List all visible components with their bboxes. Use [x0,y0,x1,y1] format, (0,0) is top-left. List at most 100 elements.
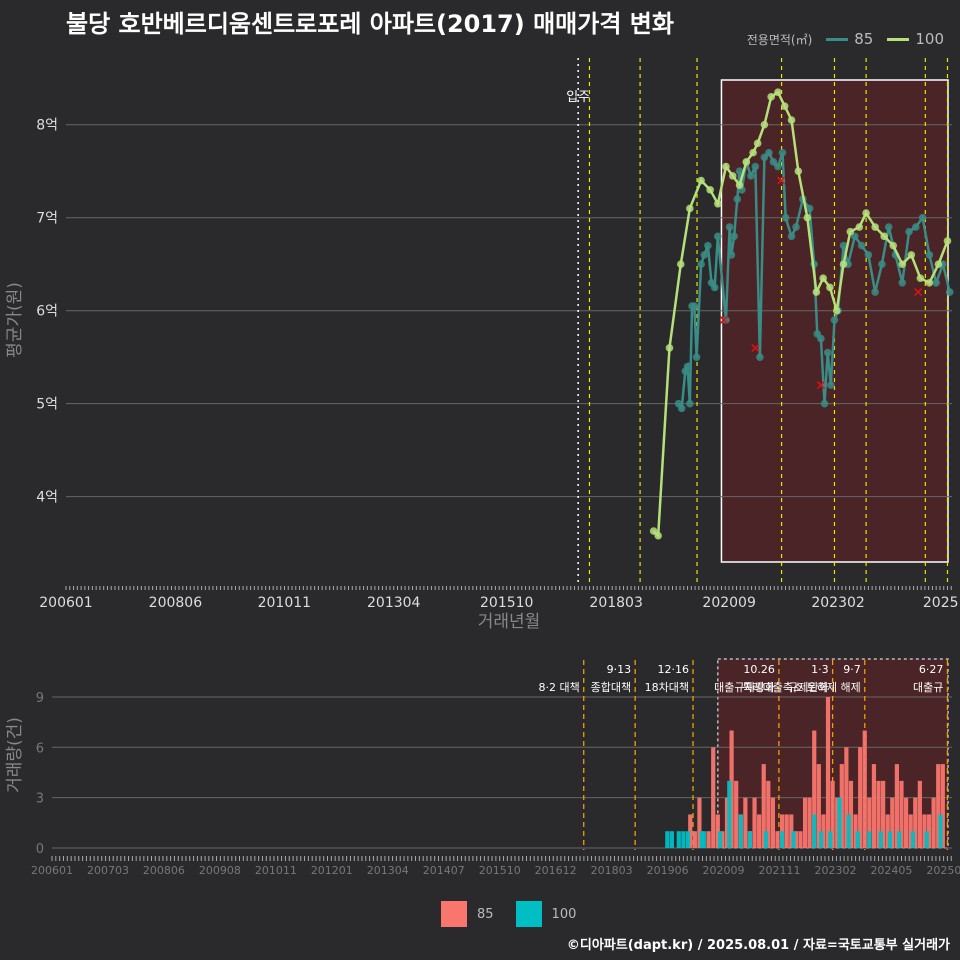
policy-date: 6·27 [919,663,944,676]
bar-85 [784,814,789,848]
data-point-85 [932,279,940,287]
data-point-85 [878,260,886,269]
data-point-85 [697,260,705,269]
data-point-100 [925,279,934,287]
bar-85 [688,814,693,848]
bar-100 [846,814,851,848]
data-point-100 [819,274,827,282]
data-point-85 [787,232,796,241]
data-point-85 [778,148,787,157]
data-point-100 [728,172,737,180]
cancelled-marker [816,381,825,390]
bar-100 [791,831,796,848]
bar-85 [890,797,895,848]
bar-85 [885,814,890,848]
data-point-100 [862,209,870,217]
data-point-100 [855,223,864,231]
data-point-100 [826,283,834,292]
policy-date: 10.26 [743,663,775,676]
data-point-100 [839,260,848,269]
bar-100 [812,814,817,848]
data-point-85 [857,241,866,250]
bar-85 [692,831,697,848]
data-point-85 [714,232,722,241]
bar-x-tick-label: 200703 [87,864,129,877]
bar-legend: 85 100 [441,901,588,927]
data-point-100 [794,167,803,176]
bar-100 [747,831,753,848]
x-tick-label: 201304 [367,595,421,611]
data-point-85 [700,251,709,259]
data-point-100 [767,93,775,101]
data-point-85 [820,399,829,408]
bar-100 [727,780,732,848]
y-tick-label: 5억 [36,397,58,413]
legend-swatch-100 [887,37,910,41]
bar-100 [855,831,860,848]
policy-label: 규제완화 [788,681,828,694]
x-tick-label: 201011 [258,595,311,611]
data-point-85 [884,223,893,231]
data-point-85 [945,288,954,296]
data-point-85 [677,404,686,413]
bar-85 [752,797,757,848]
bar-100 [819,831,824,848]
data-point-100 [686,204,694,213]
bar-x-tick-label: 202507 [926,864,960,877]
data-point-85 [704,241,712,250]
data-point-100 [934,260,943,269]
legend-area: 전용면적(㎡) 85 100 [747,30,952,48]
bar-100 [910,831,916,848]
y-tick-label: 6억 [36,304,58,320]
move-in-label: 입주 [566,90,590,105]
bar-100 [887,831,893,848]
data-point-85 [817,334,825,343]
chart-title: 불당 호반베르디움센트로포레 아파트(2017) 매매가격 변화 [66,10,674,38]
bar-85 [848,780,854,848]
data-point-85 [792,223,800,231]
bar-85 [899,780,904,848]
data-point-100 [735,181,744,189]
bar-85 [715,814,720,848]
cancelled-marker [751,343,760,352]
data-point-100 [697,176,705,185]
policy-label: 18차대책 [645,681,689,694]
bar-legend-swatch-100 [515,901,542,927]
policy-label: 특례대출축소 토허제 해제 [742,680,860,694]
bar-85 [871,764,877,848]
data-point-100 [722,162,730,171]
bar-x-tick-label: 200806 [143,864,185,877]
data-point-85 [725,223,734,231]
bar-85 [816,764,821,848]
data-point-85 [898,279,907,287]
data-point-100 [832,306,841,315]
bar-100 [701,831,707,848]
bar-85 [844,747,849,848]
x-tick-label: 200806 [149,595,203,611]
bar-85 [697,797,702,848]
bar-85 [862,730,867,848]
bar-x-tick-label: 202111 [759,864,801,877]
policy-date: 9·7 [843,663,861,676]
bar-85 [940,764,945,848]
bar-100 [924,831,929,848]
bar-100 [676,831,681,848]
data-point-85 [864,251,873,259]
y-tick-label: 8억 [36,118,58,134]
source-credit: ©디아파트(dapt.kr) / 2025.08.01 / 자료=국토교통부 실… [566,938,950,953]
bar-85 [766,780,771,848]
data-point-85 [692,353,701,361]
bar-y-tick-label: 9 [36,691,44,706]
bar-85 [757,814,762,848]
bar-100 [763,831,769,848]
bar-100 [828,831,833,848]
bar-x-tick-label: 201906 [647,864,689,877]
data-point-100 [943,237,952,245]
data-point-85 [733,195,742,203]
bar-y-tick-label: 3 [36,792,44,807]
x-tick-label: 201510 [480,595,533,611]
legend-title: 전용면적(㎡) [746,32,813,47]
data-point-85 [710,283,719,292]
bar-85 [789,814,794,848]
data-point-85 [905,227,913,236]
